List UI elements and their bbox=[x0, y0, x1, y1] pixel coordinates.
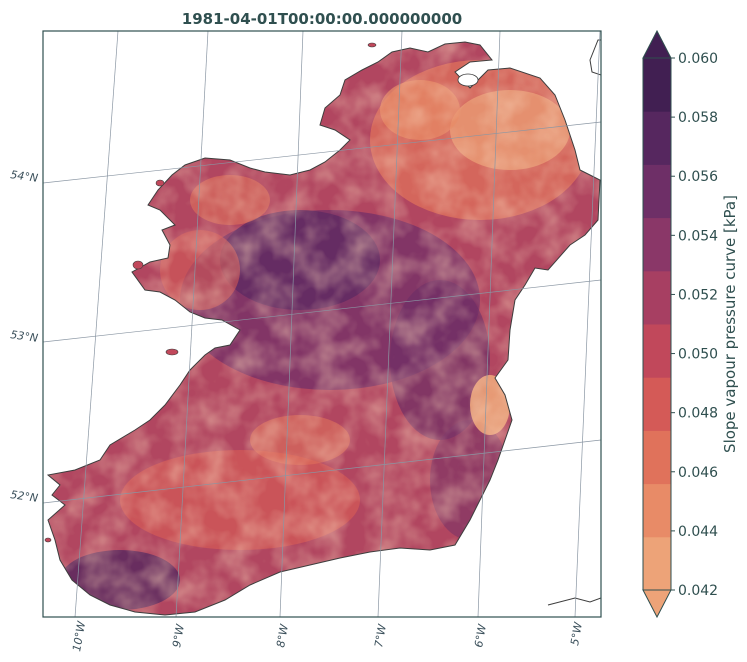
colorbar-tick-label: 0.054 bbox=[678, 228, 718, 244]
colorbar-tick-label: 0.042 bbox=[678, 583, 718, 599]
colorbar-segment-2 bbox=[643, 430, 671, 485]
colorbar-segment-4 bbox=[643, 324, 671, 378]
parallel-54n bbox=[43, 121, 601, 184]
colorbar-extend-bottom bbox=[642, 589, 672, 619]
map-area bbox=[43, 31, 601, 617]
colorbar-ticks: 0.060 0.058 0.056 0.054 0.052 0.050 0.048 0.046… bbox=[671, 51, 718, 599]
lat-label-53n: 53°N bbox=[10, 328, 39, 345]
lon-label-10w: 10°W bbox=[70, 619, 88, 652]
meridian-8w bbox=[279, 31, 304, 617]
colorbar-segment-7 bbox=[643, 164, 671, 219]
parallel-52n bbox=[43, 439, 601, 504]
lat-label-52n: 52°N bbox=[10, 488, 39, 505]
wales-coast bbox=[547, 597, 601, 606]
colorbar-tick-label: 0.056 bbox=[678, 169, 718, 185]
lon-label-8w: 8°W bbox=[274, 622, 291, 648]
meridian-5w bbox=[574, 31, 601, 617]
colorbar-tick-label: 0.044 bbox=[678, 524, 718, 540]
meridian-7w bbox=[377, 31, 403, 617]
meridian-10w bbox=[74, 31, 119, 617]
colorbar-tick-label: 0.060 bbox=[678, 51, 718, 67]
colorbar-segment-5 bbox=[643, 270, 671, 325]
colorbar-segment-1 bbox=[643, 483, 671, 538]
lon-label-5w: 5°W bbox=[568, 620, 585, 646]
island-1 bbox=[155, 179, 165, 187]
colorbar-tick-label: 0.046 bbox=[678, 465, 718, 481]
island-3 bbox=[165, 348, 179, 356]
colorbar-tick-label: 0.050 bbox=[678, 347, 718, 363]
colorbar-tick-label: 0.058 bbox=[678, 110, 718, 126]
lon-label-6w: 6°W bbox=[472, 622, 489, 648]
island-5 bbox=[367, 42, 377, 48]
colorbar-extend-top bbox=[642, 29, 672, 59]
colorbar-tick-label: 0.052 bbox=[678, 287, 718, 303]
lon-label-7w: 7°W bbox=[372, 622, 389, 648]
colorbar-segment-8 bbox=[643, 111, 671, 165]
colorbar-segments bbox=[643, 58, 671, 591]
meridian-9w bbox=[175, 31, 209, 617]
colorbar-tick-label: 0.048 bbox=[678, 406, 718, 422]
graticule bbox=[43, 31, 601, 617]
colorbar-frame bbox=[642, 57, 672, 591]
scotland-coast bbox=[589, 39, 601, 76]
lat-label-54n: 54°N bbox=[10, 168, 39, 185]
lon-label-9w: 9°W bbox=[170, 622, 187, 648]
colorbar-segment-3 bbox=[643, 377, 671, 431]
colorbar-segment-0 bbox=[643, 536, 671, 591]
map-title: 1981-04-01T00:00:00.000000000 bbox=[182, 10, 462, 28]
colorbar-label: Slope vapour pressure curve [kPa] bbox=[721, 195, 739, 453]
colorbar-segment-9 bbox=[643, 58, 671, 112]
island-2 bbox=[132, 260, 144, 270]
colorbar-segment-6 bbox=[643, 217, 671, 272]
lough-water bbox=[457, 73, 479, 87]
parallel-53n bbox=[43, 279, 601, 343]
islands bbox=[44, 42, 377, 543]
colorbar: 0.060 0.058 0.056 0.054 0.052 0.050 0.048 0.046… bbox=[642, 29, 739, 619]
island-4 bbox=[44, 537, 52, 543]
meridian-6w bbox=[477, 31, 501, 617]
map-frame bbox=[42, 30, 602, 618]
